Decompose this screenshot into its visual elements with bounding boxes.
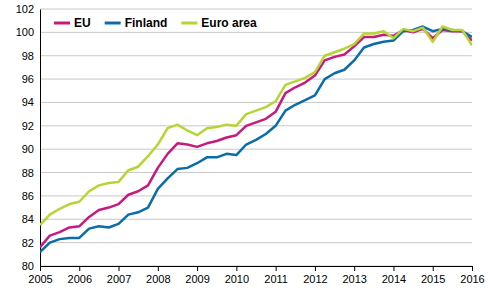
grid-line <box>40 242 472 243</box>
x-tick: 2007 <box>107 266 131 285</box>
y-tick: 84 <box>22 213 40 225</box>
y-tick-label: 96 <box>22 73 34 85</box>
y-tick: 90 <box>22 143 40 155</box>
x-tick: 2016 <box>460 266 484 285</box>
series-line <box>40 27 472 226</box>
chart: 2005 2006 2007 2008 2009 2010 2011 2012 2013 2014… <box>0 0 491 302</box>
legend-swatch <box>54 22 70 25</box>
x-tick: 2012 <box>303 266 327 285</box>
x-tick-mark <box>158 266 159 271</box>
y-tick: 92 <box>22 120 40 132</box>
x-tick: 2015 <box>421 266 445 285</box>
x-tick: 2010 <box>225 266 249 285</box>
y-tick: 88 <box>22 167 40 179</box>
legend-item: EU <box>54 16 91 30</box>
legend-swatch <box>105 22 121 25</box>
legend-label: Euro area <box>201 16 257 30</box>
x-tick-mark <box>315 266 316 271</box>
x-tick-label: 2012 <box>303 273 327 285</box>
y-tick-label: 100 <box>16 26 34 38</box>
x-tick-label: 2009 <box>185 273 209 285</box>
y-tick: 82 <box>22 237 40 249</box>
grid-line <box>40 79 472 80</box>
x-tick: 2009 <box>185 266 209 285</box>
y-tick-label: 84 <box>22 213 34 225</box>
x-axis-line <box>41 267 473 272</box>
y-tick: 100 <box>16 26 40 38</box>
y-tick-label: 86 <box>22 190 34 202</box>
legend-label: Finland <box>125 16 168 30</box>
x-tick-mark <box>433 266 434 271</box>
x-tick-label: 2006 <box>68 273 92 285</box>
y-tick-label: 94 <box>22 96 34 108</box>
x-tick-mark <box>236 266 237 271</box>
x-tick-label: 2016 <box>460 273 484 285</box>
grid-line <box>40 149 472 150</box>
x-tick-label: 2015 <box>421 273 445 285</box>
grid-line <box>40 9 472 10</box>
x-tick: 2014 <box>382 266 406 285</box>
x-tick: 2006 <box>68 266 92 285</box>
lines <box>40 27 472 252</box>
x-tick-mark <box>354 266 355 271</box>
legend-swatch <box>181 22 197 25</box>
x-tick-label: 2005 <box>28 273 52 285</box>
x-tick-label: 2013 <box>342 273 366 285</box>
y-tick: 96 <box>22 73 40 85</box>
x-tick-label: 2007 <box>107 273 131 285</box>
x-axis: 2005 2006 2007 2008 2009 2010 2011 2012 2013 2014… <box>28 266 484 285</box>
x-tick-mark <box>197 266 198 271</box>
series-line <box>40 27 472 252</box>
x-tick-mark <box>393 266 394 271</box>
x-tick-mark <box>79 266 80 271</box>
plot: 2005 2006 2007 2008 2009 2010 2011 2012 2013 2014… <box>16 3 485 285</box>
grid-line <box>40 102 472 103</box>
legend-item: Finland <box>105 16 168 30</box>
x-tick-mark <box>276 266 277 271</box>
x-tick-mark <box>472 266 473 271</box>
x-tick-mark <box>40 266 41 271</box>
grid <box>40 9 472 266</box>
y-tick: 80 <box>22 260 40 272</box>
y-tick-label: 102 <box>16 3 34 15</box>
y-tick: 98 <box>22 50 40 62</box>
x-tick: 2008 <box>146 266 170 285</box>
y-tick-label: 90 <box>22 143 34 155</box>
x-tick-label: 2011 <box>264 273 288 285</box>
legend: EU Finland Euro area <box>54 16 257 30</box>
x-tick-label: 2014 <box>382 273 406 285</box>
legend-item: Euro area <box>181 16 257 30</box>
y-axis-line <box>40 10 41 267</box>
y-tick-label: 80 <box>22 260 34 272</box>
y-tick-label: 98 <box>22 50 34 62</box>
x-tick-label: 2010 <box>225 273 249 285</box>
x-tick: 2011 <box>264 266 288 285</box>
y-tick-label: 88 <box>22 167 34 179</box>
grid-line <box>40 125 472 126</box>
x-tick-label: 2008 <box>146 273 170 285</box>
y-tick: 102 <box>16 3 40 15</box>
series-line <box>40 29 472 247</box>
y-axis: 80 82 84 86 88 90 92 94 96 98 100 102 <box>16 3 41 272</box>
grid-line <box>40 172 472 173</box>
y-tick: 94 <box>22 96 40 108</box>
x-tick: 2013 <box>342 266 366 285</box>
grid-line <box>40 195 472 196</box>
grid-line <box>40 55 472 56</box>
y-tick-label: 82 <box>22 237 34 249</box>
legend-label: EU <box>74 16 91 30</box>
y-tick-label: 92 <box>22 120 34 132</box>
x-tick-mark <box>119 266 120 271</box>
grid-line <box>40 219 472 220</box>
y-tick: 86 <box>22 190 40 202</box>
